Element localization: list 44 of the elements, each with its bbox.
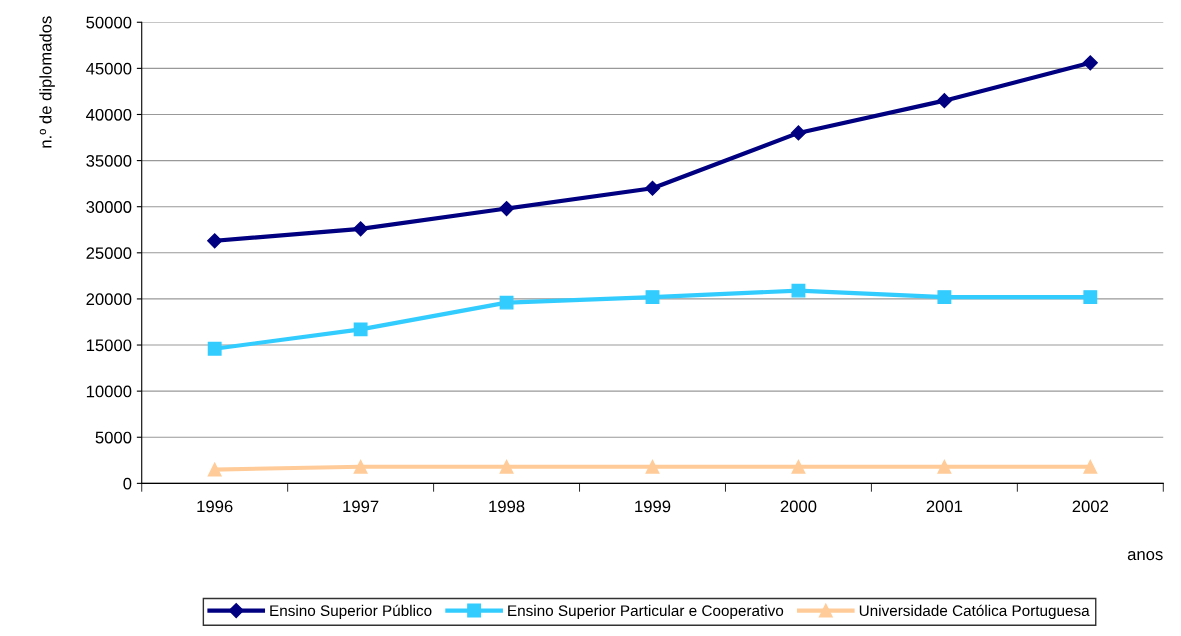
point <box>790 125 807 141</box>
y-axis-title: n.º de diplomados <box>39 16 55 148</box>
legend-label: Ensino Superior Público <box>270 604 432 620</box>
point <box>937 459 952 474</box>
y-tick-label: 35000 <box>86 154 132 167</box>
point <box>207 233 223 249</box>
x-tick-label: 1997 <box>343 500 379 513</box>
point <box>1083 290 1098 305</box>
y-tick-label: 0 <box>123 477 132 490</box>
y-tick-label: 10000 <box>86 385 132 398</box>
point <box>499 295 514 310</box>
y-tick-label: 20000 <box>86 293 132 306</box>
point <box>207 341 222 356</box>
x-axis-title: anos <box>1127 551 1163 561</box>
x-tick-label: 1996 <box>197 500 233 513</box>
point <box>353 322 368 337</box>
x-tick-label: 2001 <box>926 500 963 513</box>
y-tick-label: 5000 <box>95 431 132 444</box>
point <box>498 200 515 217</box>
legend-label: Universidade Católica Portuguesa <box>859 604 1090 620</box>
y-tick-label: 15000 <box>86 339 132 352</box>
point <box>645 459 660 474</box>
point <box>207 462 222 477</box>
x-tick-label: 1999 <box>635 500 671 513</box>
point <box>499 459 514 474</box>
point <box>1083 459 1098 474</box>
y-tick-label: 30000 <box>86 201 132 213</box>
point <box>353 459 368 474</box>
x-tick-label: 1998 <box>489 500 525 513</box>
y-tick-label: 45000 <box>86 62 132 75</box>
y-tick-label: 25000 <box>86 247 132 260</box>
y-tick-label: 40000 <box>86 108 132 121</box>
x-tick-label: 2002 <box>1072 500 1109 513</box>
point <box>353 221 369 237</box>
point <box>791 459 806 474</box>
point <box>645 290 660 305</box>
legend-label: Ensino Superior Particular e Cooperativo <box>508 604 784 620</box>
point <box>936 93 952 109</box>
point <box>937 290 952 305</box>
point <box>1082 55 1098 71</box>
y-tick-label: 50000 <box>86 16 132 29</box>
x-tick-label: 2000 <box>780 500 817 513</box>
point <box>791 283 806 298</box>
point <box>644 180 661 196</box>
